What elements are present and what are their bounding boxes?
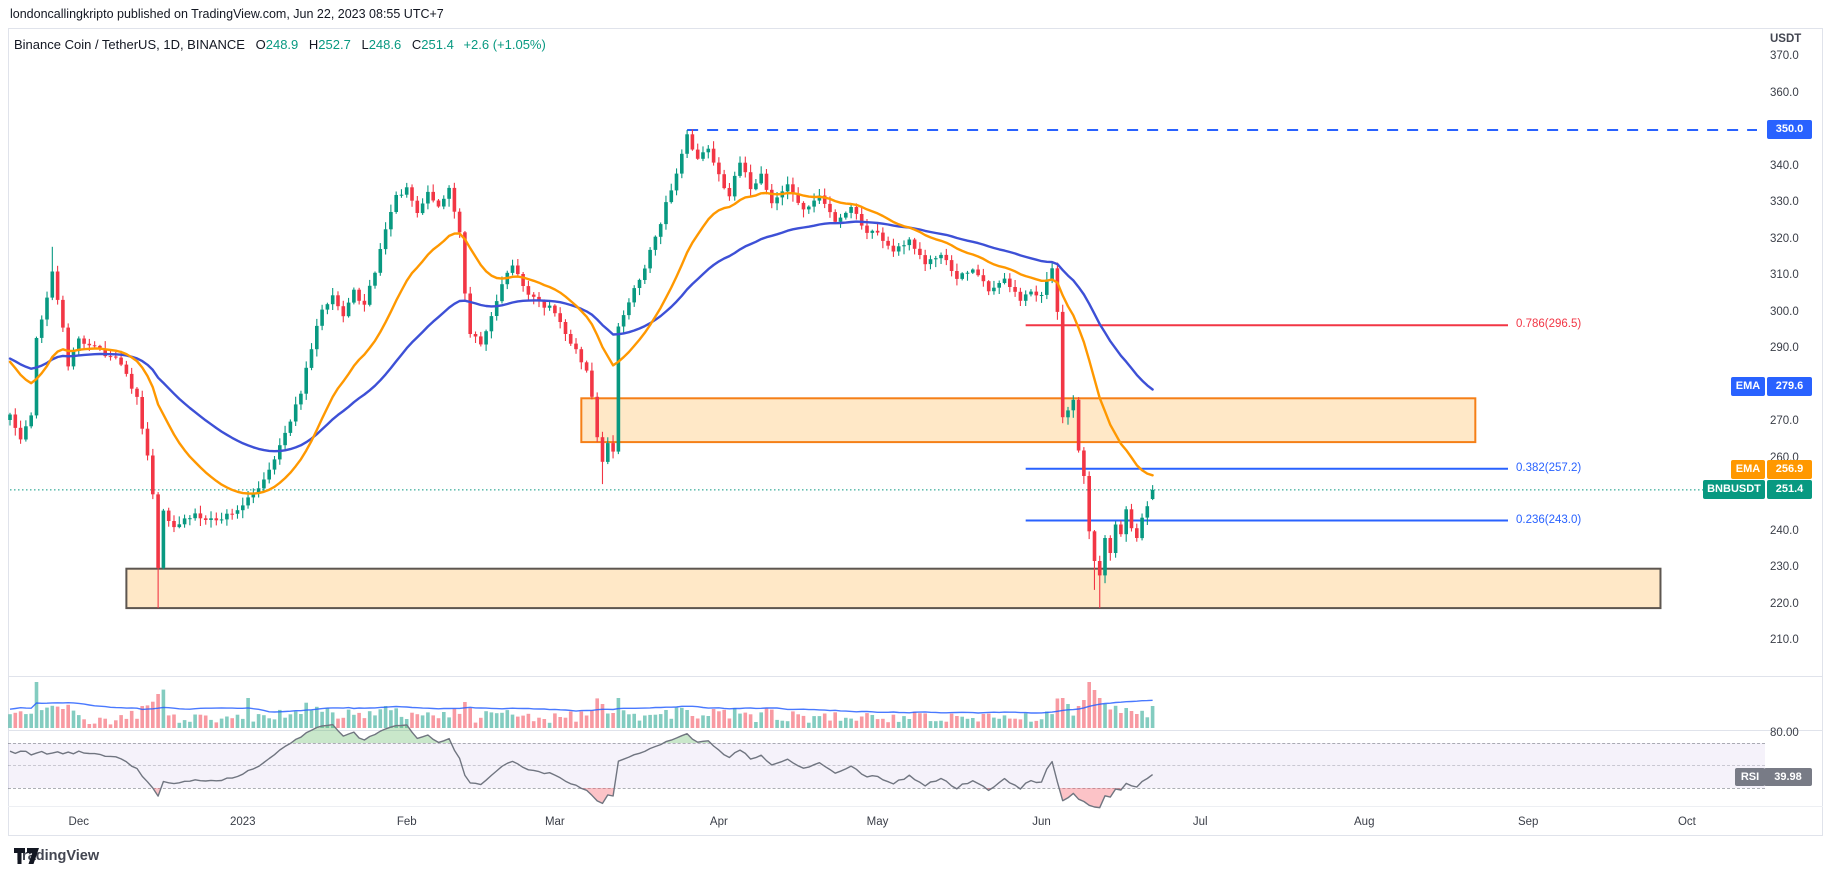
volume-bars [8,682,1155,728]
rsi-axis-separator[interactable] [8,806,1823,807]
time-tick-Apr: Apr [709,816,728,828]
price-tick-370: 370.0 [1770,50,1799,62]
price-tick-290: 290.0 [1770,342,1799,354]
ema-20-line[interactable] [8,191,1154,495]
time-tick-Feb: Feb [396,816,417,828]
supply-zone[interactable] [580,397,1477,444]
rsi-mid-line [8,765,1765,766]
price-tick-210: 210.0 [1770,634,1799,646]
fib-label-0.786(296.5): 0.786(296.5) [1516,318,1582,331]
price-tick-310: 310.0 [1770,269,1799,281]
price-tick-320: 320.0 [1770,232,1799,245]
frame-bottom-border [8,835,1823,836]
rsi-oversold-fill [152,788,1123,808]
time-tick-Jul: Jul [1192,816,1208,828]
rsi-badge-label[interactable]: RSI [1735,767,1765,786]
open-value: 248.9 [265,37,299,52]
time-tick-Sep: Sep [1517,816,1539,828]
price-tick-240: 240.0 [1770,524,1799,537]
rsi-oversold-line [8,788,1765,789]
high-label: H [308,37,319,52]
time-tick-2023: 2023 [229,816,256,828]
time-tick-May: May [866,816,889,828]
price-volume-separator[interactable] [8,676,1823,677]
rsi-badge-value[interactable]: 39.98 [1764,767,1812,786]
frame-top-border [8,28,1823,29]
price-tick-270: 270.0 [1770,415,1799,427]
ema-slow-badge-value[interactable]: 279.6 [1767,376,1812,396]
price-tick-360: 360.0 [1770,86,1799,99]
last-price-badge-label[interactable]: BNBUSDT [1703,479,1765,499]
price-tick-230: 230.0 [1770,561,1799,573]
fib-label-0.236(243.0): 0.236(243.0) [1516,513,1582,526]
volume-rsi-separator[interactable] [8,730,1823,731]
attribution-text: londoncallingkripto published on Trading… [10,7,444,21]
price-axis-currency: USDT [1770,33,1802,45]
price-tick-300: 300.0 [1770,305,1799,318]
price-tick-330: 330.0 [1770,196,1799,208]
tradingview-logo[interactable]: TradingView [14,848,99,864]
ema-fast-badge-value[interactable]: 256.9 [1767,459,1812,479]
low-label: L [361,37,369,52]
tradingview-logo-icon [14,848,39,864]
close-value: 251.4 [421,37,454,52]
price-tick-220: 220.0 [1770,597,1799,610]
price-tick-340: 340.0 [1770,159,1799,172]
zones[interactable] [125,397,1662,610]
time-tick-Oct: Oct [1677,816,1696,828]
low-value: 248.6 [368,37,402,52]
rsi-overbought-line [8,743,1765,744]
volume-ma-line [9,699,1153,714]
rsi-overbought-fill [290,724,711,743]
candles [8,129,1155,609]
close-label: C [411,37,422,52]
high-value: 252.7 [318,37,351,52]
rsi-line[interactable] [9,723,1154,809]
time-tick-Aug: Aug [1354,816,1375,828]
fib-retracement-lines[interactable] [1025,324,1508,522]
last-price-badge-value[interactable]: 251.4 [1767,479,1812,499]
change-value: +2.6 (+1.05%) [463,37,546,52]
symbol-title[interactable]: Binance Coin / TetherUS, 1D, BINANCE [14,37,245,52]
time-tick-Dec: Dec [68,816,89,828]
ema-slow-badge-label[interactable]: EMA [1731,376,1765,396]
frame-left-border [8,28,9,835]
price-level-badge[interactable]: 350.0 [1767,120,1812,139]
frame-right-border [1822,28,1823,835]
ema-fast-badge-label[interactable]: EMA [1731,459,1765,479]
time-tick-Mar: Mar [544,816,565,828]
fib-label-0.382(257.2): 0.382(257.2) [1516,461,1582,474]
symbol-legend: Binance Coin / TetherUS, 1D, BINANCE O24… [14,37,546,52]
open-label: O [255,37,266,52]
time-tick-Jun: Jun [1032,816,1051,828]
ema-50-line[interactable] [8,220,1154,453]
rsi-scale-80-label: 80.00 [1770,727,1799,739]
demand-zone[interactable] [125,567,1662,610]
